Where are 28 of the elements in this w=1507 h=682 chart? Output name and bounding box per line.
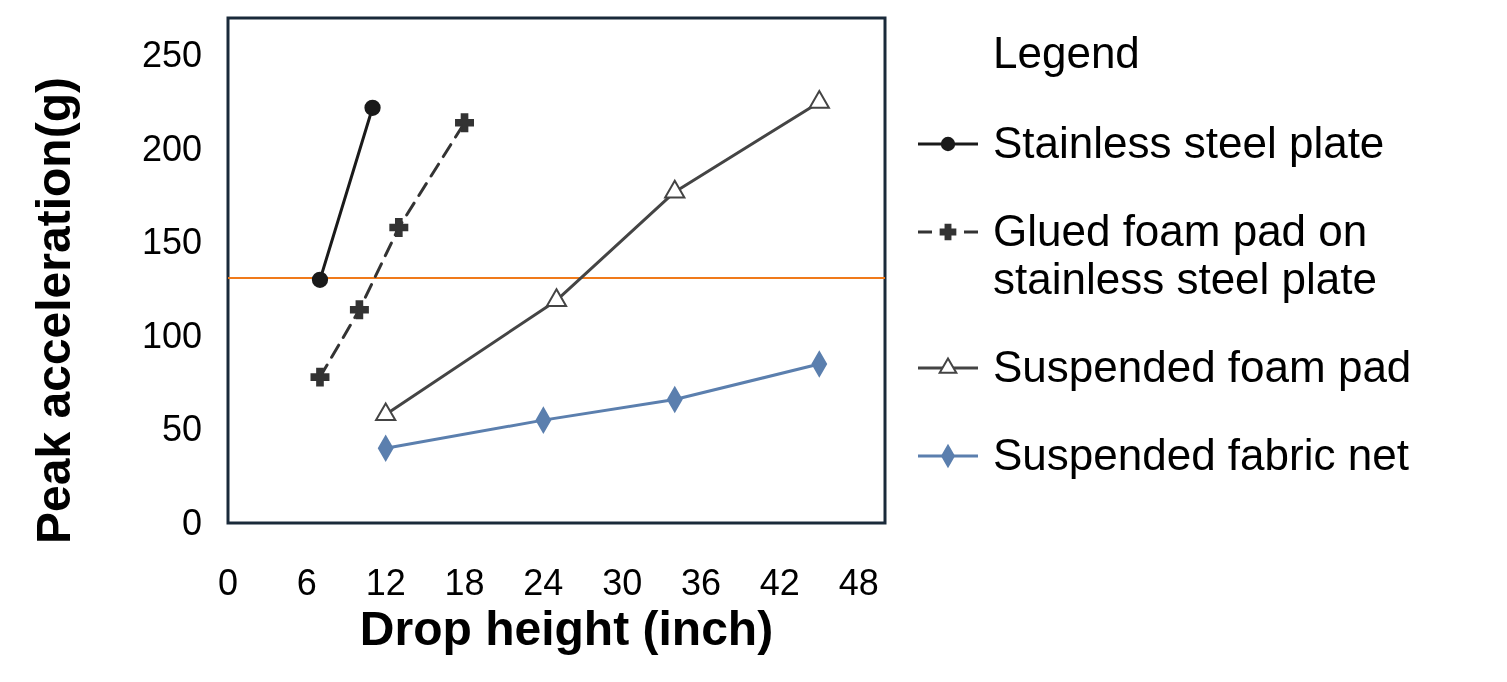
legend-label: Suspended fabric net — [993, 430, 1409, 479]
x-tick-label: 30 — [602, 562, 643, 603]
point — [455, 113, 474, 133]
point — [364, 99, 381, 116]
point — [310, 367, 330, 387]
x-tick-label: 42 — [759, 562, 800, 603]
point — [389, 218, 409, 237]
y-tick-label: 250 — [141, 34, 202, 76]
y-axis-title: Peak acceleration(g) — [27, 77, 80, 544]
y-tick-label: 100 — [141, 314, 202, 356]
x-axis-title: Drop height (inch) — [359, 602, 774, 655]
legend-label: Stainless steel plate — [993, 118, 1385, 167]
x-tick-label: 18 — [444, 562, 485, 603]
legend-label: Glued foam pad on stainless steel plate — [993, 206, 1377, 303]
y-tick-label: 50 — [161, 408, 202, 450]
x-tick-label: 6 — [296, 562, 317, 603]
y-tick-label: 0 — [181, 502, 202, 543]
y-tick-label: 150 — [141, 221, 202, 263]
x-tick-label: 36 — [681, 562, 722, 603]
point — [311, 271, 329, 288]
x-tick-label: 0 — [217, 562, 239, 603]
point — [349, 300, 369, 320]
y-tick-label: 200 — [141, 127, 202, 169]
legend-label: Suspended foam pad — [993, 342, 1412, 391]
legend-title: Legend — [993, 28, 1140, 77]
x-tick-label: 48 — [838, 562, 879, 603]
x-tick-label: 24 — [523, 562, 564, 603]
x-tick-label: 12 — [365, 562, 406, 603]
